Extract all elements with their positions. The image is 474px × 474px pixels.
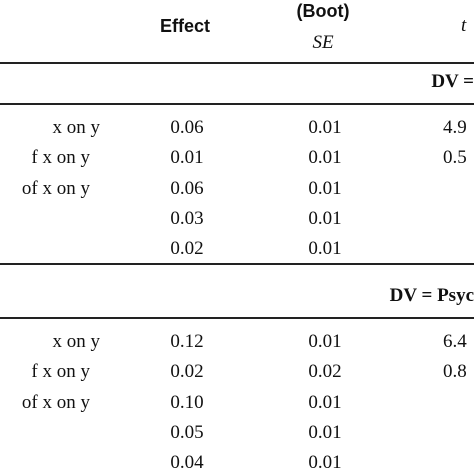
- t-cell: 0.8: [443, 361, 467, 383]
- row-label: of x on y: [21, 391, 90, 413]
- header-boot: (Boot): [296, 1, 350, 21]
- rule: [0, 317, 474, 319]
- effect-cell: 0.12: [170, 331, 204, 352]
- effect-cell: 0.01: [170, 147, 204, 169]
- se-cell: 0.01: [308, 117, 342, 138]
- effect-cell: 0.04: [170, 452, 204, 474]
- t-cell: 4.9: [443, 117, 467, 138]
- se-cell: 0.01: [308, 331, 342, 352]
- effect-cell: 0.05: [170, 421, 204, 443]
- effect-cell: 0.03: [170, 207, 204, 229]
- effect-cell: 0.10: [170, 391, 204, 413]
- row-label: x on y: [52, 331, 101, 352]
- se-cell: 0.02: [308, 361, 342, 383]
- row-label: x on y: [52, 117, 101, 138]
- effect-cell: 0.06: [170, 117, 204, 138]
- rule: [0, 263, 474, 265]
- se-cell: 0.01: [308, 391, 342, 413]
- t-cell: 0.5: [443, 147, 467, 169]
- se-cell: 0.01: [308, 207, 342, 229]
- row-label: of x on y: [21, 177, 90, 199]
- header-t: t: [461, 15, 467, 36]
- effect-cell: 0.02: [170, 238, 204, 260]
- section-title: DV =: [431, 71, 474, 92]
- effect-cell: 0.02: [170, 361, 204, 383]
- effect-cell: 0.06: [170, 177, 204, 199]
- row-label: f x on y: [31, 361, 90, 383]
- t-cell: 6.4: [443, 331, 467, 352]
- se-cell: 0.01: [308, 147, 342, 169]
- row-label: f x on y: [31, 147, 90, 169]
- rule: [0, 62, 474, 64]
- se-cell: 0.01: [308, 452, 342, 474]
- header-effect: Effect: [159, 16, 211, 36]
- header-se: SE: [312, 32, 334, 53]
- se-cell: 0.01: [308, 421, 342, 443]
- se-cell: 0.01: [308, 238, 342, 260]
- rule: [0, 103, 474, 105]
- se-cell: 0.01: [308, 177, 342, 199]
- section-title: DV = Psyc: [389, 285, 474, 306]
